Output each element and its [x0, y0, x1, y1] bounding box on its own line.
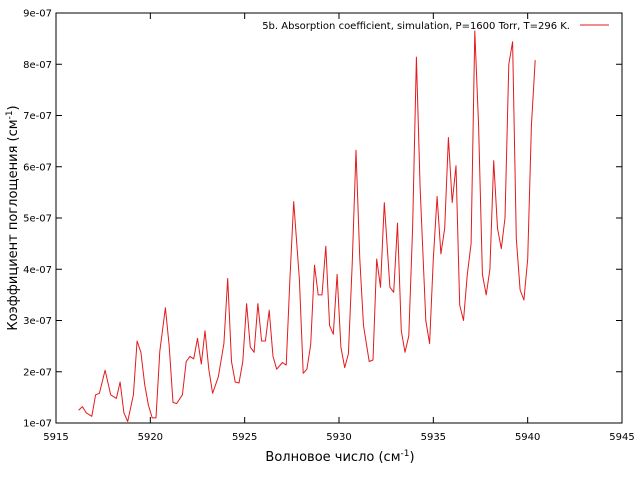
x-tick-label: 5925: [232, 432, 257, 443]
y-tick-label: 4e-07: [23, 265, 52, 276]
y-tick-label: 8e-07: [23, 60, 52, 71]
x-tick-label: 5930: [326, 432, 351, 443]
y-tick-label: 6e-07: [23, 162, 52, 173]
y-axis: 1e-07 2e-07 3e-07 4e-07 5e-07 6e-07 7e-07 8e-07…: [23, 9, 622, 430]
y-tick-label: 1e-07: [23, 419, 52, 430]
x-tick-label: 5935: [421, 432, 446, 443]
series-line: [78, 30, 536, 422]
x-tick-label: 5915: [43, 432, 68, 443]
y-tick-label: 9e-07: [23, 9, 52, 20]
y-tick-label: 2e-07: [23, 367, 52, 378]
y-tick-label: 3e-07: [23, 316, 52, 327]
x-tick-label: 5940: [515, 432, 540, 443]
y-tick-label: 7e-07: [23, 111, 52, 122]
x-tick-label: 5945: [609, 432, 634, 443]
legend-label: 5b. Absorption coefficient, simulation, …: [262, 21, 570, 32]
x-axis-title: Волновое число (см-1): [265, 449, 414, 465]
x-tick-label: 5920: [138, 432, 163, 443]
x-axis: 5915 5920 5925 5930 5935 5940 5945: [43, 13, 635, 443]
y-tick-label: 5e-07: [23, 214, 52, 225]
series-layer: [78, 30, 536, 422]
plot-frame: [55, 12, 623, 424]
legend: 5b. Absorption coefficient, simulation, …: [262, 21, 609, 32]
y-axis-title: Коэффициент поглощения (см-1): [5, 105, 21, 330]
